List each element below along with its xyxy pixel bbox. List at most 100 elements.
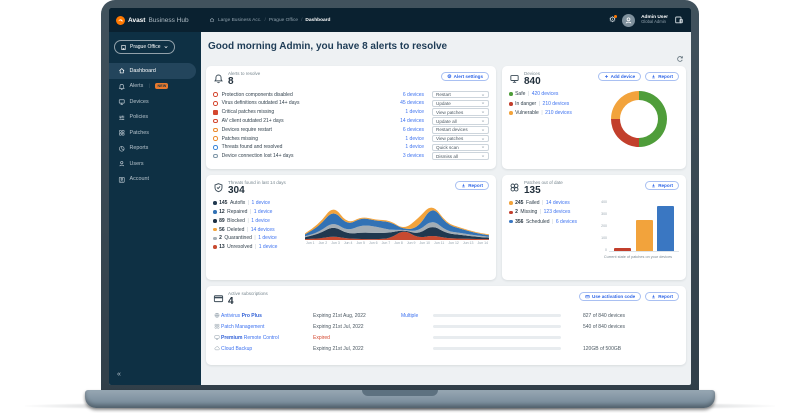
usage-progress-bar	[433, 314, 561, 318]
notification-dot	[614, 15, 618, 18]
sidebar-item-label: Policies	[129, 114, 149, 121]
devices-link[interactable]: 1 device	[250, 209, 273, 215]
sidebar-item-alerts[interactable]: Alerts NEW	[109, 79, 201, 95]
devices-link[interactable]: 1 device	[247, 218, 270, 224]
subscription-name[interactable]: Antivirus Pro Plus	[221, 312, 262, 319]
multiple-link[interactable]: Multiple	[401, 312, 419, 319]
report-button[interactable]: Report	[645, 72, 679, 81]
sidebar-item-policies[interactable]: Policies	[109, 110, 201, 126]
legend-item: 56Deleted14 devices	[213, 227, 301, 233]
subscription-row: Cloud Backup Expiring 21st Jul, 2022 120…	[213, 343, 679, 354]
subscription-name[interactable]: Premium Remote Control	[221, 334, 279, 341]
org-selector[interactable]: Prague Office	[114, 40, 176, 54]
sidebar-item-patches[interactable]: Patches	[109, 125, 201, 141]
sliders-icon	[119, 115, 125, 120]
download-icon	[652, 294, 656, 299]
alert-action-select[interactable]: View patches	[432, 108, 489, 116]
usage-progress-bar	[433, 347, 561, 351]
breadcrumb-item[interactable]: Large Business Acc.	[218, 17, 262, 23]
alerts-count: 8	[228, 75, 234, 87]
alerts-card-actions: ⚙ Alert settings	[441, 72, 489, 81]
sidebar-item-users[interactable]: Users	[109, 156, 201, 172]
report-button[interactable]: Report	[645, 292, 679, 301]
bar-scheduled	[657, 205, 675, 252]
avatar[interactable]	[622, 13, 636, 27]
threats-card-actions: Report	[455, 181, 489, 190]
usage-text: 120GB of 500GB	[583, 345, 622, 352]
legend-dot	[509, 210, 513, 215]
devices-link[interactable]: 14 devices	[247, 227, 275, 233]
subscription-name[interactable]: Cloud Backup	[221, 345, 253, 352]
chevron-down-icon	[164, 46, 169, 49]
add-device-button[interactable]: Add device	[597, 72, 642, 81]
card-title: Active subscriptions	[228, 291, 268, 296]
alert-action-select[interactable]: Restart devices	[432, 126, 489, 134]
x-tick-label: Jun 13	[462, 241, 474, 246]
alert-action-select[interactable]: Dismiss all	[432, 152, 489, 160]
sidebar-item-devices[interactable]: Devices	[109, 94, 201, 110]
app-body: Prague Office Dashboard Alerts NEW	[109, 32, 691, 385]
devices-link[interactable]: 1 device	[255, 244, 278, 250]
use-activation-code-button[interactable]: Use activation code	[579, 292, 642, 301]
report-button[interactable]: Report	[645, 181, 679, 190]
alert-action-select[interactable]: Update all	[432, 117, 489, 125]
alert-settings-button[interactable]: ⚙ Alert settings	[441, 72, 489, 81]
cards-row-1: Alerts to resolve 8 ⚙ Alert settings Prot…	[206, 66, 686, 169]
alert-action-select[interactable]: Quick scan	[432, 143, 489, 152]
alert-row: Threats found and resolved 1 device Quick …	[213, 143, 489, 152]
x-tick-label: Jun 10	[419, 241, 430, 246]
collapse-sidebar-button[interactable]: «	[117, 371, 121, 378]
devices-link[interactable]: 14 devices	[400, 118, 424, 124]
area-series-autofix	[305, 227, 489, 240]
apps-grid-button[interactable]	[674, 15, 684, 25]
topbar-right: ⚙ Admin User Global Admin	[609, 13, 684, 27]
devices-link[interactable]: 210 devices	[541, 110, 572, 116]
breadcrumb: Large Business Acc. Prague Office Dashbo…	[209, 8, 330, 32]
legend-item: 356Scheduled6 devices	[509, 219, 597, 225]
user-menu[interactable]: Admin User Global Admin	[641, 15, 668, 25]
brand[interactable]: Avast Business Hub	[116, 15, 189, 25]
devices-link[interactable]: 14 devices	[542, 200, 570, 206]
settings-gear-button[interactable]: ⚙	[609, 15, 618, 24]
devices-link[interactable]: 420 devices	[528, 91, 559, 97]
devices-link[interactable]: 45 devices	[400, 100, 424, 107]
sidebar: Prague Office Dashboard Alerts NEW	[109, 32, 201, 385]
sidebar-item-account[interactable]: Account	[109, 172, 201, 188]
devices-link[interactable]: 3 devices	[402, 153, 424, 160]
breadcrumb-item[interactable]: Prague Office	[268, 17, 299, 23]
devices-link[interactable]: 210 devices	[539, 101, 570, 107]
refresh-button[interactable]	[676, 55, 684, 63]
laptop-base	[85, 390, 715, 408]
devices-link[interactable]: 6 devices	[402, 91, 424, 98]
devices-link[interactable]: 1 device	[254, 235, 277, 241]
devices-link[interactable]: 1 device	[405, 144, 424, 151]
legend-item: 245Failed14 devices	[509, 200, 597, 206]
devices-link[interactable]: 1 device	[248, 200, 271, 206]
report-button[interactable]: Report	[455, 181, 489, 190]
devices-link[interactable]: 1 device	[405, 109, 424, 116]
threats-legend: 145Autofix1 device 12Repaired1 device 89…	[213, 200, 301, 250]
alert-row: AV client outdated 21+ days 14 devices Upd…	[213, 117, 489, 126]
subscription-name[interactable]: Patch Management	[221, 323, 265, 330]
sidebar-item-label: Reports	[129, 145, 149, 152]
chevron-down-icon	[481, 155, 485, 158]
legend-item: 2Quarantined1 device	[213, 235, 301, 241]
alert-action-select[interactable]: Restart	[432, 90, 489, 99]
area-series-quarantined	[305, 222, 489, 238]
y-tick-label: 300	[601, 212, 607, 217]
alert-action-select[interactable]: Update	[432, 99, 489, 108]
chevron-down-icon	[481, 111, 485, 114]
download-icon	[652, 183, 656, 188]
brand-suffix: Business Hub	[148, 16, 189, 24]
sidebar-item-label: Devices	[129, 98, 149, 105]
sidebar-item-dashboard[interactable]: Dashboard	[109, 63, 196, 79]
devices-link[interactable]: 6 devices	[402, 126, 424, 133]
x-tick-label: Jun 9	[406, 241, 416, 246]
devices-link[interactable]: 6 devices	[552, 219, 577, 225]
alert-action-select[interactable]: View patches	[432, 134, 489, 143]
devices-link[interactable]: 123 devices	[540, 209, 571, 215]
x-tick-label: Jun 14	[477, 241, 488, 246]
devices-link[interactable]: 1 device	[405, 135, 424, 142]
sidebar-item-reports[interactable]: Reports	[109, 141, 201, 157]
